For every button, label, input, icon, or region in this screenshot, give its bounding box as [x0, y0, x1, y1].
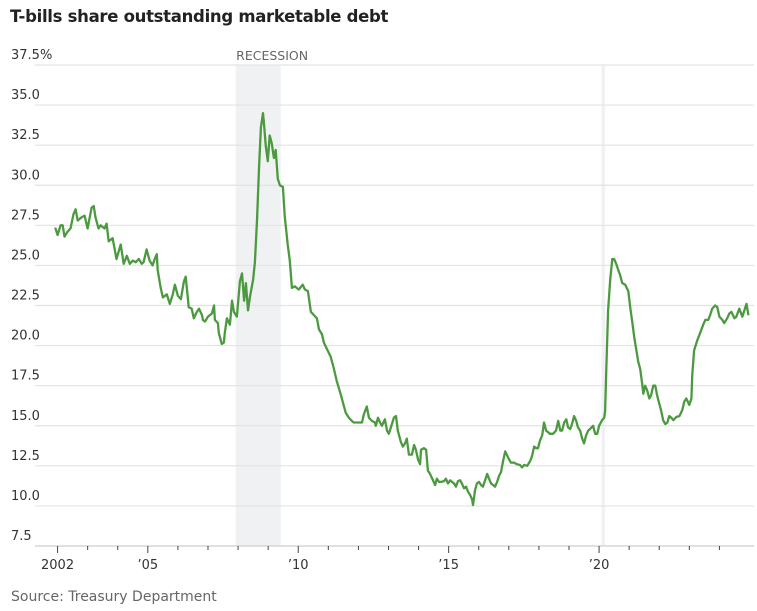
y-tick-label: 15.0: [11, 409, 40, 424]
source-note: Source: Treasury Department: [11, 589, 217, 605]
y-tick-label: 10.0: [11, 489, 40, 504]
x-tick-label: 2002: [41, 558, 74, 573]
y-tick-label: 27.5: [11, 208, 40, 223]
series-layer: [54, 111, 750, 507]
y-axis-labels: 37.5% 35.0 32.5 30.0 27.5 25.0 22.5 20.0 17.5 15.…: [11, 48, 52, 544]
x-tick-label: ’05: [137, 558, 158, 573]
y-tick-label: 12.5: [11, 449, 40, 464]
x-tick-label: ’20: [589, 558, 610, 573]
y-tick-label: 20.0: [11, 329, 40, 344]
y-tick-label: 30.0: [11, 168, 40, 183]
y-tick-label: 22.5: [11, 289, 40, 304]
y-tick-label: 25.0: [11, 248, 40, 263]
recession-label: RECESSION: [236, 48, 308, 63]
x-tick-label: ’15: [438, 558, 459, 573]
series-line: [54, 111, 750, 507]
y-tick-label: 17.5: [11, 369, 40, 384]
y-tick-label: 37.5%: [11, 48, 52, 63]
y-tick-label: 35.0: [11, 88, 40, 103]
x-tick-label: ’10: [288, 558, 309, 573]
chart-title: T-bills share outstanding marketable deb…: [10, 7, 389, 26]
gridlines: [35, 64, 754, 507]
x-axis: 2002 ’05 ’10 ’15 ’20: [35, 545, 754, 573]
y-tick-label: 7.5: [11, 529, 32, 544]
recession-bands: RECESSION: [235, 48, 606, 546]
y-tick-label: 32.5: [11, 128, 40, 143]
